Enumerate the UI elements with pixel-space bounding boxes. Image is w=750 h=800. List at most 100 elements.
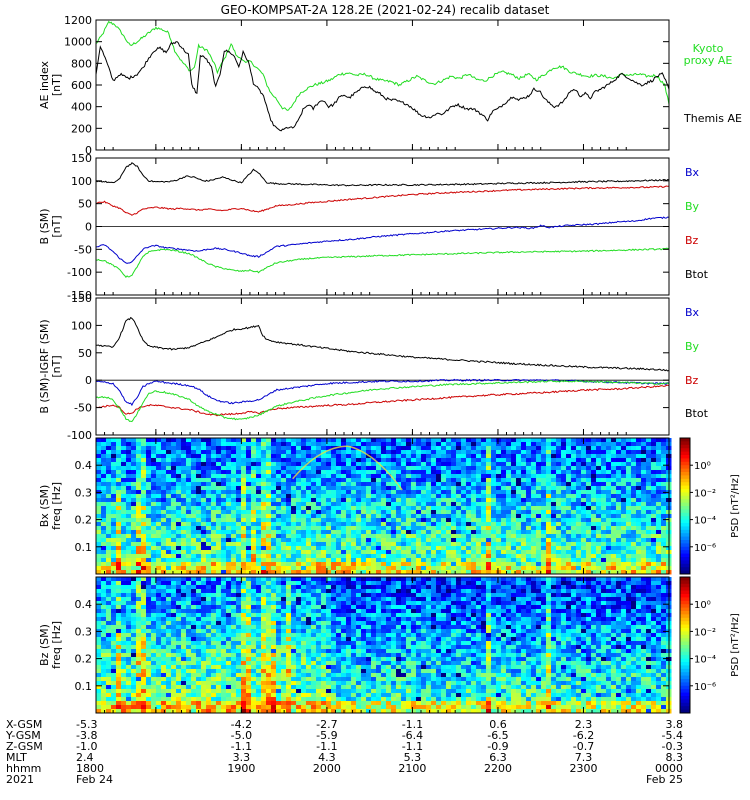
colorbar-tick-label: 10⁻² [694,627,716,638]
y-tick-label: 0.3 [75,486,93,499]
ephemeris-value: 0.6 [489,718,507,731]
ephemeris-row-label: Z-GSM [6,740,43,753]
legend-by: By [685,340,700,353]
ephemeris-value: -4.2 [231,718,252,731]
y-tick-label: 150 [71,152,92,165]
plot-frame [95,19,670,151]
y-tick-label: -150 [67,289,92,302]
legend-kyoto: Kyoto [693,42,724,55]
spectrogram-image [96,438,672,575]
plot-frame [95,576,670,714]
y-tick-label: -50 [74,402,92,415]
y-axis-unit: [nT] [50,355,63,377]
ephemeris-row-label: 2021 [6,773,34,786]
colorbar-frame [679,437,691,575]
y-tick-label: -100 [67,266,92,279]
series-line-btot [95,162,670,187]
panel-specz: 0.10.20.30.4Bz (SM) freq [Hz]10⁰10⁻²10⁻⁴1… [38,576,741,714]
ephemeris-value: 7.3 [575,751,593,764]
panel-ae: 0 200 400 600 800 1000 1200 AE index [nT] Kyotopr… [38,14,742,157]
colorbar-tick-label: 10⁰ [694,461,711,472]
series-line-btot [95,316,670,372]
ephemeris-value: -1.1 [402,740,423,753]
colorbar: 10⁰ 10⁻² 10⁻⁴ 10⁻⁶ PSD [nT²/Hz] [679,576,741,714]
legend-btot: Btot [685,407,709,420]
legend-by: By [685,200,700,213]
ephemeris-value: 1900 [227,762,255,775]
colorbar-tick-label: 10⁻⁶ [694,682,716,693]
ephemeris-value: 3.8 [666,718,684,731]
y-tick-label: 150 [71,292,92,305]
y-tick-label: 800 [71,57,92,70]
panel-db: -100 -50 0 50 100 150 B (SM)-IGRF (SM) [nT] Bx By… [38,292,709,442]
ephemeris-value: -6.2 [573,729,594,742]
figure-title: GEO-KOMPSAT-2A 128.2E (2021-02-24) recal… [221,3,550,17]
y-axis-unit: [nT] [50,74,63,96]
legend-bx: Bx [685,166,700,179]
y-axis-unit: freq [Hz] [50,482,63,530]
ephemeris-value: 2.3 [575,718,593,731]
ephemeris-row-label: MLT [6,751,27,764]
ephemeris-table: X-GSMY-GSMZ-GSMMLThhmm2021-5.3-3.8-1.02.… [5,718,683,786]
ephemeris-row-label: X-GSM [6,718,42,731]
colorbar-tick-label: 10⁻⁶ [694,543,716,554]
ephemeris-value: -1.1 [316,740,337,753]
series-line-bz [95,247,670,278]
ephemeris-value: -5.3 [76,718,97,731]
ephemeris-value: -5.9 [316,729,337,742]
y-axis-unit: [nT] [50,215,63,237]
series-line-by [95,379,670,423]
plot-frame [95,437,670,575]
y-tick-label: 0.2 [75,514,93,527]
colorbar: 10⁰ 10⁻² 10⁻⁴ 10⁻⁶ PSD [nT²/Hz] [679,437,741,575]
y-axis-unit: freq [Hz] [50,621,63,669]
ephemeris-value: -2.7 [316,718,337,731]
series-line-bx [95,216,670,264]
colorbar-tick-label: 10⁻⁴ [694,655,716,666]
panel-b: -150 -100 -50 0 50 100 150 B (SM) [nT] Bx By Bz Btot [38,152,709,302]
ephemeris-value: 2200 [484,762,512,775]
ephemeris-value: -5.4 [662,729,683,742]
ephemeris-value: 5.3 [404,751,422,764]
y-tick-label: 0 [85,144,92,157]
ephemeris-value: 0000 [655,762,683,775]
y-tick-label: 400 [71,101,92,114]
y-tick-label: 0.4 [75,598,93,611]
ephemeris-value: 6.3 [489,751,507,764]
ephemeris-value: 8.3 [666,751,684,764]
y-tick-label: 100 [71,175,92,188]
colorbar-frame [679,576,691,714]
ephemeris-value: -1.1 [402,718,423,731]
ephemeris-value: 2.4 [76,751,94,764]
y-tick-label: 50 [78,198,92,211]
y-tick-label: 0.3 [75,625,93,638]
series-line-kyoto-proxy-ae [95,20,670,111]
ephemeris-value: -6.5 [487,729,508,742]
ephemeris-value: -0.9 [487,740,508,753]
y-tick-label: 0 [85,221,92,234]
y-tick-label: -100 [67,429,92,442]
colorbar-tick-label: 10⁻⁴ [694,516,716,527]
colorbar-label: PSD [nT²/Hz] [730,474,741,538]
series-line-bz [95,384,670,417]
legend-bz: Bz [685,374,699,387]
legend-btot: Btot [685,268,709,281]
spectral-arc [292,445,403,491]
colorbar-tick-label: 10⁻² [694,488,716,499]
y-tick-label: 0.2 [75,653,93,666]
panel-specx: 0.10.20.30.4Bx (SM) freq [Hz]10⁰10⁻²10⁻⁴1… [38,437,741,575]
y-tick-label: 0.4 [75,459,93,472]
y-tick-label: 600 [71,79,92,92]
ephemeris-value: -1.0 [76,740,97,753]
ephemeris-value: -0.7 [573,740,594,753]
ephemeris-value: -5.0 [231,729,252,742]
y-tick-label: 50 [78,347,92,360]
y-tick-label: 1000 [64,36,92,49]
ephemeris-value: -6.4 [402,729,423,742]
ephemeris-value: 3.3 [233,751,251,764]
y-axis-label: AE index [38,60,51,109]
plot-frame [95,297,670,436]
series-line-bx [95,378,670,407]
y-axis-label: B (SM)-IGRF (SM) [38,319,51,413]
